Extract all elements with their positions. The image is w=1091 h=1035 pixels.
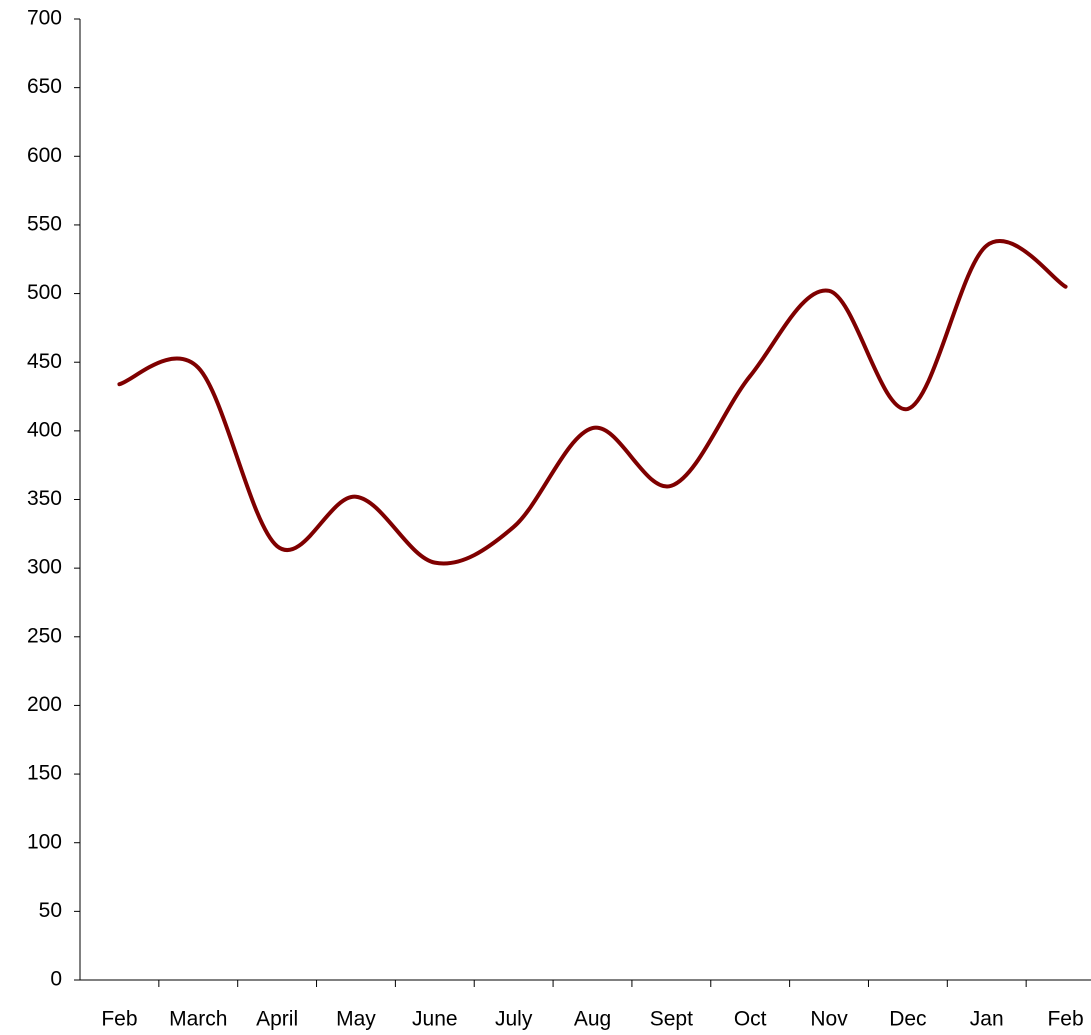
y-tick-label: 500 xyxy=(27,281,62,304)
y-tick-label: 450 xyxy=(27,350,62,373)
x-tick-label: Aug xyxy=(574,1008,611,1031)
y-tick-label: 300 xyxy=(27,556,62,579)
x-tick-label: March xyxy=(169,1008,227,1031)
y-tick-label: 700 xyxy=(27,7,62,30)
x-tick-label: Dec xyxy=(889,1008,926,1031)
x-tick-label: Feb xyxy=(101,1008,137,1031)
x-tick-label: June xyxy=(412,1008,458,1031)
y-tick-label: 400 xyxy=(27,418,62,441)
y-tick-label: 550 xyxy=(27,212,62,235)
x-tick-label: Jan xyxy=(970,1008,1004,1031)
line xyxy=(117,239,1068,566)
y-tick-label: 350 xyxy=(27,487,62,510)
y-tick-label: 600 xyxy=(27,144,62,167)
x-tick-label: Feb xyxy=(1047,1008,1083,1031)
x-tick-label: April xyxy=(256,1008,298,1031)
y-tick-label: 250 xyxy=(27,624,62,647)
y-tick-label: 650 xyxy=(27,75,62,98)
x-tick-label: July xyxy=(495,1008,533,1031)
y-tick-label: 0 xyxy=(50,968,62,991)
y-tick-label: 100 xyxy=(27,830,62,853)
y-tick-label: 50 xyxy=(39,899,62,922)
x-tick-label: Nov xyxy=(810,1008,848,1031)
y-tick-label: 200 xyxy=(27,693,62,716)
x-tick-label: Oct xyxy=(734,1008,767,1031)
x-tick-label: May xyxy=(336,1008,376,1031)
x-tick-label: Sept xyxy=(650,1008,693,1031)
y-tick-label: 150 xyxy=(27,762,62,785)
